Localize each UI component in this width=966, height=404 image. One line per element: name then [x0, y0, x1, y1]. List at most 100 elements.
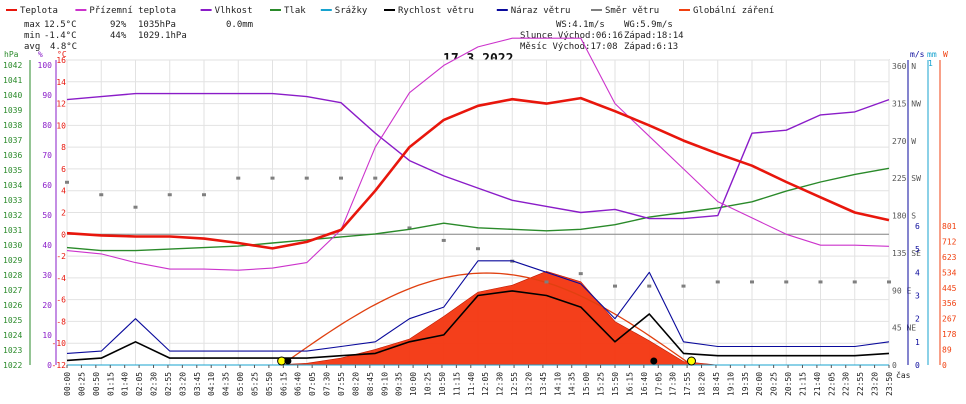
tick-hpa: 1032	[3, 211, 22, 220]
sunset-marker	[686, 356, 696, 366]
tick-time: 20:50	[784, 372, 793, 396]
axis-w-label: W	[943, 50, 948, 59]
tick-time: 05:50	[265, 372, 274, 396]
stat-min-press: 1029.1hPa	[138, 31, 187, 41]
tick-c: 0	[61, 230, 66, 239]
tick-time: 21:40	[813, 372, 822, 396]
tick-w: 89	[942, 346, 952, 355]
series-direction-point	[407, 226, 412, 230]
tick-time: 15:50	[611, 372, 620, 396]
tick-time: 00:00	[63, 372, 72, 396]
tick-time: 11:15	[452, 372, 461, 396]
series-direction-point	[202, 193, 206, 197]
tick-time: 23:50	[885, 372, 894, 396]
tick-c: -4	[56, 274, 66, 283]
series-direction-point	[784, 280, 789, 284]
tick-c: 2	[61, 209, 66, 218]
tick-time: 02:05	[135, 372, 144, 396]
plot-area	[65, 37, 891, 366]
tick-direction: 360 N	[892, 62, 916, 71]
tick-direction: 225 SW	[892, 174, 921, 183]
tick-c: 14	[56, 78, 66, 87]
tick-c: -6	[56, 296, 66, 305]
tick-ms: 2	[915, 315, 920, 324]
tick-direction: 270 W	[892, 137, 916, 146]
series-direction-point	[133, 205, 138, 209]
axis-ticks: 1042104110401039103810371036103510341033…	[3, 56, 957, 396]
series-wind-speed	[66, 290, 890, 362]
stat-min-temp: -1.4°C	[44, 31, 77, 41]
tick-direction: 180 S	[892, 212, 916, 221]
tick-c: -8	[56, 317, 66, 326]
tick-pct: 70	[42, 151, 52, 160]
tick-ms: 3	[915, 292, 920, 301]
tick-time: 10:25	[424, 372, 433, 396]
stat-max-hum: 92%	[110, 20, 127, 30]
tick-time: 06:15	[279, 372, 288, 396]
tick-pct: 20	[42, 301, 52, 310]
tick-c: -12	[52, 361, 67, 370]
series-direction-point	[339, 176, 343, 180]
tick-w: 178	[942, 330, 957, 339]
tick-time: 08:45	[366, 372, 375, 396]
series-humidity	[66, 92, 890, 220]
stat-sun-set: Západ:18:14	[624, 31, 684, 41]
series-direction-point	[304, 176, 309, 180]
series-direction-point	[373, 176, 378, 180]
tick-time: 15:00	[582, 372, 591, 396]
tick-hpa: 1037	[3, 136, 22, 145]
series-direction-point	[167, 193, 172, 197]
tick-time: 00:50	[92, 372, 101, 396]
axis-mm-top: 1	[928, 59, 933, 68]
tick-time: 07:55	[337, 372, 346, 396]
moonset-marker	[284, 357, 292, 365]
tick-hpa: 1029	[3, 256, 22, 265]
tick-time: 18:20	[698, 372, 707, 396]
tick-pct: 40	[42, 241, 52, 250]
tick-ms: 0	[915, 361, 920, 370]
tick-hpa: 1030	[3, 241, 22, 250]
stat-max-press: 1035hPa	[138, 20, 176, 30]
tick-hpa: 1028	[3, 271, 22, 280]
series-wind-gust	[66, 260, 890, 354]
tick-time: 04:35	[222, 372, 231, 396]
tick-time: 02:55	[164, 372, 173, 396]
tick-pct: 50	[42, 211, 52, 220]
axis-pct-label: %	[38, 50, 43, 59]
axis-c-label: °C	[57, 50, 67, 59]
tick-time: 03:20	[178, 372, 187, 396]
tick-time: 22:55	[856, 372, 865, 396]
series-direction-point	[441, 238, 446, 242]
tick-c: 10	[56, 121, 66, 130]
stat-min-label: min	[24, 31, 40, 41]
legend-label-0: Teplota	[20, 6, 58, 16]
tick-time: 20:00	[755, 372, 764, 396]
tick-time: 12:05	[481, 372, 490, 396]
series-direction-point	[270, 176, 275, 180]
tick-hpa: 1025	[3, 316, 22, 325]
tick-time: 02:30	[150, 372, 159, 396]
tick-pct: 80	[42, 121, 52, 130]
tick-time: 07:05	[308, 372, 317, 396]
tick-time: 03:45	[193, 372, 202, 396]
stat-ws: WS:4.1m/s	[556, 20, 605, 30]
tick-direction: 135 SE	[892, 249, 921, 258]
tick-time: 16:40	[640, 372, 649, 396]
tick-time: 14:35	[568, 372, 577, 396]
tick-time: 11:40	[467, 372, 476, 396]
series-direction-point	[65, 180, 69, 184]
tick-time: 05:00	[236, 372, 245, 396]
tick-hpa: 1023	[3, 346, 22, 355]
series-direction-point	[852, 280, 857, 284]
tick-hpa: 1033	[3, 196, 22, 205]
tick-time: 19:10	[726, 372, 735, 396]
tick-time: 09:10	[380, 372, 389, 396]
tick-time: 19:35	[741, 372, 750, 396]
series-direction-point	[578, 272, 583, 276]
tick-pct: 30	[42, 271, 52, 280]
tick-w: 267	[942, 315, 957, 324]
tick-hpa: 1026	[3, 301, 22, 310]
tick-hpa: 1035	[3, 166, 22, 175]
tick-hpa: 1024	[3, 331, 22, 340]
